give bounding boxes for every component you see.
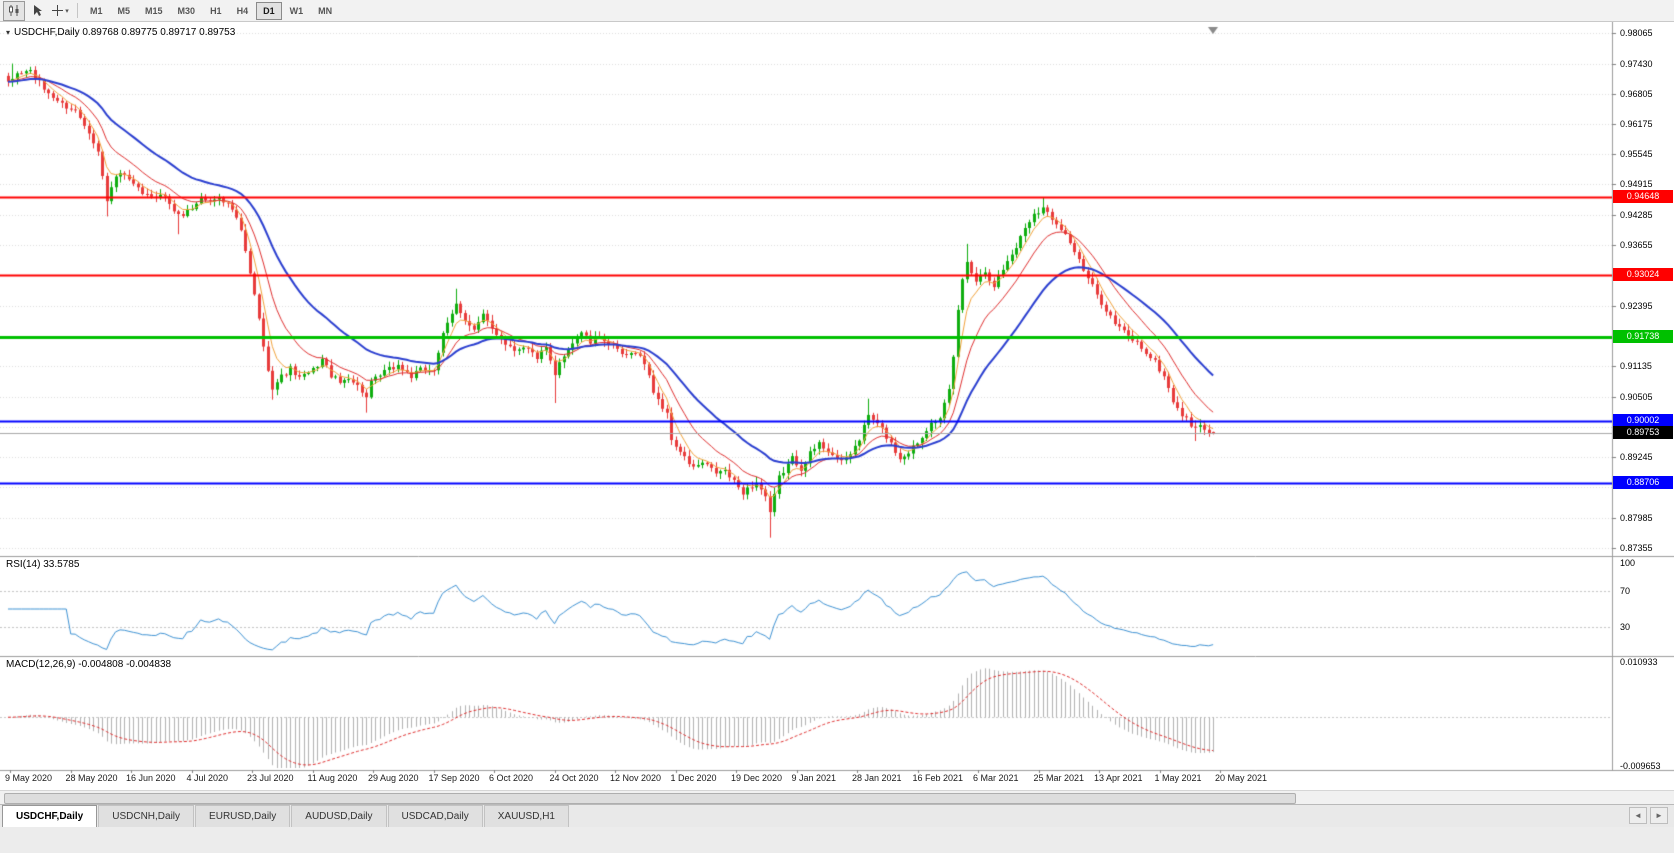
chart-tab-usdcnh-daily[interactable]: USDCNH,Daily xyxy=(98,805,195,827)
current-price-label: 0.89753 xyxy=(1613,425,1673,439)
crosshair-icon xyxy=(51,4,64,17)
candlestick-chart-icon xyxy=(8,4,21,17)
chart-window-button[interactable] xyxy=(3,0,25,21)
bottom-filler xyxy=(0,827,1674,853)
toolbar-separator xyxy=(77,3,78,18)
timeframe-button-m1[interactable]: M1 xyxy=(90,5,103,16)
hline-price-label[interactable]: 0.94648 xyxy=(1613,190,1673,204)
chevron-down-icon: ▾ xyxy=(65,7,69,15)
timeframe-group: M1 M5 M15 M30 H1 H4 D1 W1 MN xyxy=(83,1,340,20)
chart-tab-usdcad-daily[interactable]: USDCAD,Daily xyxy=(387,805,483,827)
tab-scroll-right-button[interactable]: ► xyxy=(1650,807,1668,824)
timeframe-button-w1[interactable]: W1 xyxy=(289,5,304,16)
chart-tab-xauusd-h1[interactable]: XAUUSD,H1 xyxy=(483,805,569,827)
chart-tab-usdchf-daily[interactable]: USDCHF,Daily xyxy=(2,805,98,827)
horizontal-scrollbar[interactable] xyxy=(0,790,1674,804)
timeframe-button-mn[interactable]: MN xyxy=(318,5,333,16)
hline-price-label[interactable]: 0.88706 xyxy=(1613,476,1673,490)
timeframe-button-m30[interactable]: M30 xyxy=(177,5,196,16)
timeframe-button-d1[interactable]: D1 xyxy=(256,1,282,20)
cursor-icon xyxy=(32,4,43,17)
hline-price-label[interactable]: 0.93024 xyxy=(1613,268,1673,282)
chart-tab-eurusd-daily[interactable]: EURUSD,Daily xyxy=(195,805,291,827)
scrollbar-thumb[interactable] xyxy=(4,793,1296,804)
chart-tab-audusd-daily[interactable]: AUDUSD,Daily xyxy=(291,805,387,827)
timeframe-button-m5[interactable]: M5 xyxy=(117,5,131,16)
tab-scroll-left-button[interactable]: ◄ xyxy=(1629,807,1647,824)
timeframe-button-h4[interactable]: H4 xyxy=(236,5,249,16)
hline-price-label[interactable]: 0.90002 xyxy=(1613,413,1673,427)
timeframe-button-m15[interactable]: M15 xyxy=(145,5,163,16)
chart-tab-bar: USDCHF,Daily USDCNH,Daily EURUSD,Daily AUDU… xyxy=(0,804,1674,827)
tab-nav: ◄ ► xyxy=(1629,807,1668,824)
crosshair-tool-button[interactable]: ▾ xyxy=(49,1,71,21)
top-toolbar: ▾ M1 M5 M15 M30 H1 H4 D1 W1 MN xyxy=(0,0,1674,22)
price-chart-canvas[interactable] xyxy=(0,22,1674,790)
timeframe-button-h1[interactable]: H1 xyxy=(210,5,222,16)
hline-price-label[interactable]: 0.91738 xyxy=(1613,330,1673,344)
cursor-tool-button[interactable] xyxy=(26,1,48,21)
